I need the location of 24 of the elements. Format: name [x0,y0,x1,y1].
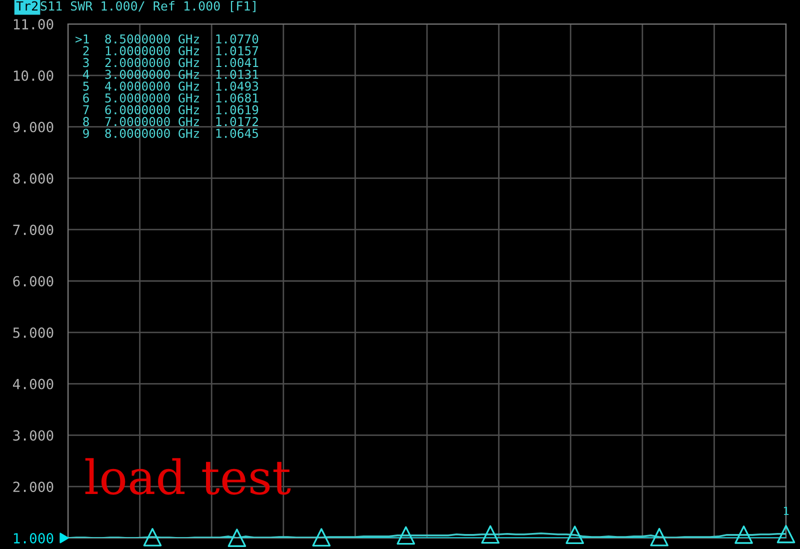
annotation: load test [85,458,291,495]
y-tick-label: 1.000 [14,533,54,544]
y-tick-label: 11.00 [14,19,54,30]
annotation: 2 1.0000000 GHz 1.0157 [83,46,258,56]
y-tick-label: 5.000 [13,327,54,338]
annotation: 9 8.0000000 GHz 1.0645 [83,128,258,138]
y-tick-label: 10.00 [14,70,54,81]
chart-title: Tr2 [16,1,38,10]
annotation: 3 2.0000000 GHz 1.0041 [83,58,258,68]
annotation: 8 7.0000000 GHz 1.0172 [83,116,258,126]
annotation: >1 8.5000000 GHz 1.0770 [76,34,258,44]
y-tick-label: 9.000 [13,122,54,132]
y-tick-label: 7.000 [13,224,54,236]
chart-subtitle: S11 SWR 1.000/ Ref 1.000 [F1] [40,0,256,12]
annotation: 7 6.0000000 GHz 1.0619 [83,105,258,114]
annotation: 5 4.0000000 GHz 1.0493 [83,82,258,91]
annotation: 4 3.0000000 GHz 1.0131 [82,70,258,79]
annotation: 6 5.0000000 GHz 1.0681 [83,93,258,103]
y-tick-label: 3.000 [13,430,54,441]
y-tick-label: 6.000 [13,276,54,287]
y-tick-label: 8.000 [13,173,54,184]
y-tick-label: 2.000 [13,482,54,492]
annotation: 1 [784,506,789,515]
y-tick-label: 4.000 [12,378,54,390]
